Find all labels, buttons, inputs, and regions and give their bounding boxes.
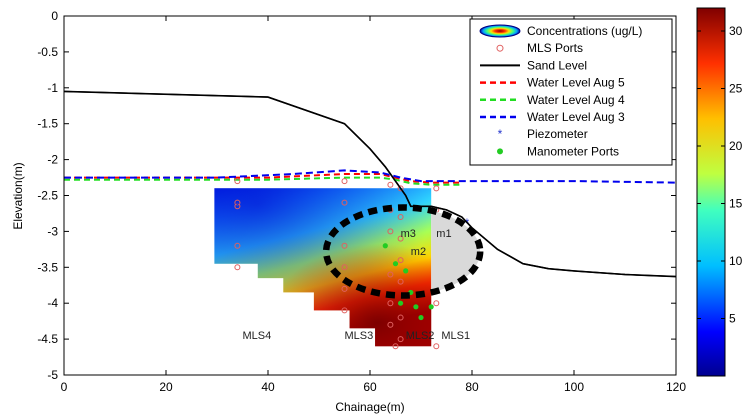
manometer-port-marker <box>392 261 399 267</box>
manometer-port-marker <box>382 243 388 249</box>
markers: ** <box>234 178 470 350</box>
colorbar-ticks: 5 10 15 20 25 30 <box>697 24 743 326</box>
legend-icon-mls-ports <box>496 44 504 52</box>
x-axis-label: Chainage(m) <box>335 400 404 414</box>
x-tick-label: 0 <box>61 380 68 394</box>
mls-port-marker <box>387 300 394 307</box>
legend-label-concentrations-ug-l: Concentrations (ug/L) <box>527 24 642 38</box>
mls-port-marker <box>397 278 404 285</box>
manometer-port-marker <box>398 300 404 306</box>
legend-icon-piezometer: * <box>498 127 503 141</box>
x-tick-label: 120 <box>666 380 686 394</box>
y-tick-label: -2.5 <box>37 189 58 203</box>
mls-port-marker <box>397 235 404 242</box>
annotation-mls4: MLS4 <box>243 330 272 342</box>
mls-port-marker <box>341 199 348 206</box>
y-tick-label: -3 <box>47 224 58 238</box>
annotations: m1 m2 m3 MLS4 MLS3 MLS2 MLS1 <box>64 90 676 342</box>
manometer-port-marker <box>413 304 419 310</box>
concentration-plume <box>214 188 432 347</box>
legend-label-manometer-ports: Manometer Ports <box>527 144 619 158</box>
legend-label-water-level-aug-4: Water Level Aug 4 <box>527 93 625 107</box>
x-tick-label: 100 <box>564 380 584 394</box>
mls-port-marker <box>234 242 241 249</box>
legend-label-piezometer: Piezometer <box>527 127 588 141</box>
y-tick-label: -1 <box>47 81 58 95</box>
colorbar-tick-label: 30 <box>729 24 743 38</box>
mls-port-marker <box>387 321 394 328</box>
manometer-port-marker <box>403 268 409 274</box>
annotation-mls3: MLS3 <box>345 330 374 342</box>
colorbar-gradient <box>696 7 726 377</box>
mls-port-marker <box>234 264 241 271</box>
mls-port-marker <box>433 300 440 307</box>
mls-port-marker <box>341 307 348 314</box>
mls-port-marker <box>392 343 399 350</box>
series-line-water-level-aug-4 <box>64 176 462 186</box>
mls-port-marker <box>397 314 404 321</box>
mls-port-marker <box>433 343 440 350</box>
y-tick-label: -2 <box>47 153 58 167</box>
colorbar-tick-label: 10 <box>729 254 743 268</box>
y-tick-label: -0.5 <box>37 45 58 59</box>
mls-port-marker <box>397 257 404 264</box>
ellipse-outline <box>322 204 484 299</box>
colorbar-tick-label: 25 <box>729 82 743 96</box>
manometer-port-marker <box>428 304 434 310</box>
mls-port-marker <box>433 185 440 192</box>
mls-port-marker <box>397 185 404 192</box>
colorbar-tick-label: 5 <box>729 312 736 326</box>
x-tick-label: 40 <box>261 380 275 394</box>
mls-port-marker <box>387 271 394 278</box>
y-tick-label: 0 <box>51 9 58 23</box>
y-axis-ticks: 0 -0.5 -1 -1.5 -2 -2.5 -3 -3.5 -4 -4.5 -5 <box>37 9 676 382</box>
y-tick-label: -5 <box>47 368 58 382</box>
y-tick-label: -1.5 <box>37 117 58 131</box>
legend-label-water-level-aug-3: Water Level Aug 3 <box>527 110 625 124</box>
mls-port-marker <box>341 285 348 292</box>
mls-port-marker <box>341 178 348 185</box>
mls-port-marker <box>397 214 404 221</box>
x-tick-label: 60 <box>363 380 377 394</box>
x-tick-label: 20 <box>159 380 173 394</box>
colorbar-tick-label: 20 <box>729 139 743 153</box>
legend-box <box>469 18 673 166</box>
annotation-m1: m1 <box>436 228 451 240</box>
mls-port-marker <box>234 199 241 206</box>
annotation-m2: m2 <box>411 246 426 258</box>
manometer-port-marker <box>418 314 424 321</box>
annotation-mls1: MLS1 <box>441 330 470 342</box>
piezometer-marker: * <box>235 199 240 213</box>
x-axis-ticks: 0 20 40 60 80 100 120 <box>61 16 686 394</box>
mls-port-marker <box>234 203 241 210</box>
mls-port-marker <box>341 264 348 271</box>
mls-port-marker <box>341 242 348 249</box>
legend-label-water-level-aug-5: Water Level Aug 5 <box>527 76 625 90</box>
y-axis-label: Elevation(m) <box>11 162 25 229</box>
legend-icon-manometer-ports <box>497 148 503 155</box>
colorbar: 5 10 15 20 25 30 <box>696 7 743 377</box>
annotation-mls2: MLS2 <box>406 330 435 342</box>
y-tick-label: -3.5 <box>37 260 58 274</box>
y-tick-label: -4.5 <box>37 332 58 346</box>
y-tick-label: -4 <box>47 296 58 310</box>
legend-label-sand-level: Sand Level <box>527 58 587 72</box>
legend-icon-concentrations-ug-l <box>479 24 521 38</box>
series-line-water-level-aug-3 <box>64 169 676 184</box>
mls-port-marker <box>387 181 394 188</box>
mls-port-marker <box>234 178 241 185</box>
colorbar-tick-label: 15 <box>729 197 743 211</box>
legend: Concentrations (ug/L) MLS Ports Sand Level… <box>469 18 673 166</box>
mls-port-marker <box>397 336 404 343</box>
mls-port-marker <box>387 228 394 235</box>
x-tick-label: 80 <box>465 380 479 394</box>
annotation-m3: m3 <box>401 228 416 240</box>
series-line-water-level-aug-5 <box>64 173 462 184</box>
series-line-sand-level-overlay <box>64 90 676 278</box>
plume-core <box>214 188 432 347</box>
legend-label-mls-ports: MLS Ports <box>527 41 583 55</box>
highlight-ellipse <box>322 204 484 299</box>
